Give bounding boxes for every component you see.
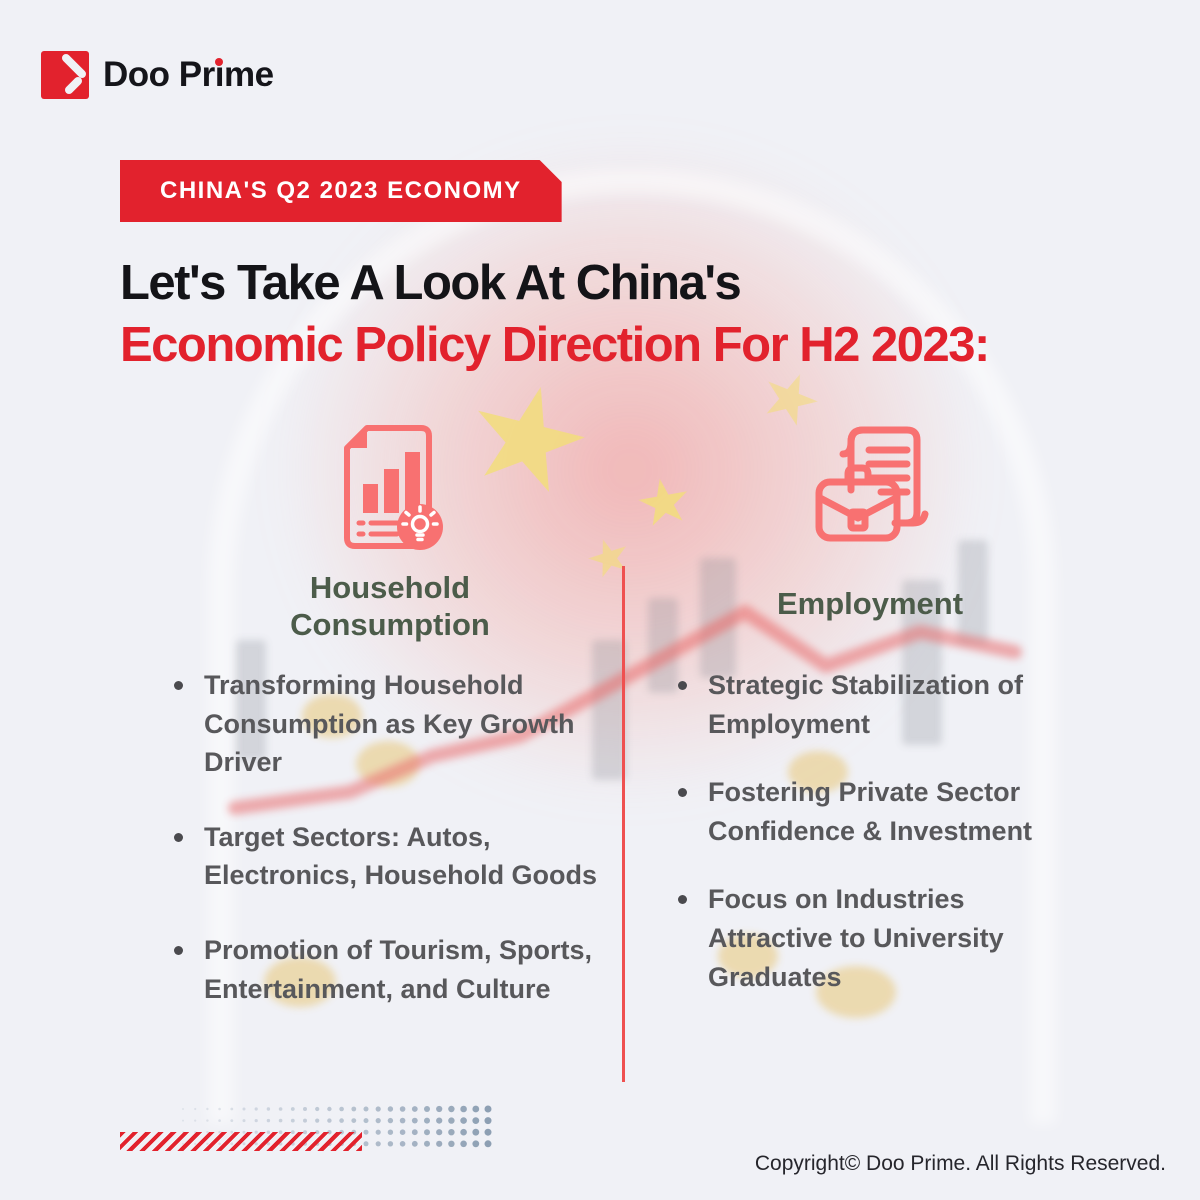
employment-list: Strategic Stabilization of Employment Fo… [674,666,1069,1026]
page-title-line1: Let's Take A Look At China's [120,256,742,310]
list-item: Focus on Industries Attractive to Univer… [674,880,1069,996]
topic-banner: CHINA'S Q2 2023 ECONOMY [120,160,562,222]
page-title: Let's Take A Look At China's Economic Po… [120,252,990,376]
list-item: Target Sectors: Autos, Electronics, Hous… [170,818,620,895]
employment-section-head: Employment [650,420,1090,623]
topic-banner-label: CHINA'S Q2 2023 ECONOMY [160,177,522,204]
list-item: Fostering Private Sector Confidence & In… [674,773,1069,850]
page-title-line2: Economic Policy Direction For H2 2023: [120,318,990,373]
hatched-stripe-bar [120,1132,362,1151]
household-consumption-header: Household Consumption [290,570,490,642]
employment-header: Employment [776,586,964,621]
list-item: Strategic Stabilization of Employment [674,666,1069,743]
list-item: Promotion of Tourism, Sports, Entertainm… [170,931,620,1008]
list-item: Transforming Household Consumption as Ke… [170,666,620,782]
household-consumption-list: Transforming Household Consumption as Ke… [170,666,620,1044]
copyright-text: Copyright© Doo Prime. All Rights Reserve… [754,1152,1166,1175]
household-consumption-section-head: Household Consumption [140,420,640,643]
briefcase-document-icon [650,420,1090,558]
column-divider [622,566,625,1082]
doo-prime-wordmark: Doo Prıme [103,55,274,94]
doo-prime-logo-icon [41,51,89,99]
doo-prime-logo: Doo Prıme [40,50,274,100]
report-chart-lightbulb-icon [140,420,640,558]
